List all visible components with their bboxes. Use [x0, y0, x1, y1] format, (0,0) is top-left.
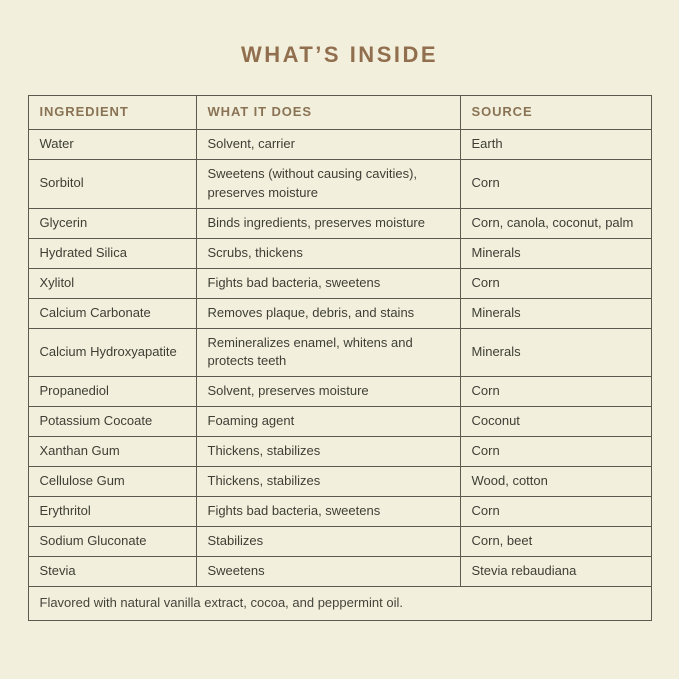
table-row: Calcium Hydroxyapatite Remineralizes enam…: [27, 327, 652, 378]
table-header: INGREDIENT WHAT IT DOES SOURCE: [27, 95, 652, 130]
cell-source: Minerals: [459, 237, 652, 269]
table-row: Cellulose Gum Thickens, stabilizes Wood, c…: [27, 466, 652, 498]
table-row: Xanthan Gum Thickens, stabilizes Corn: [27, 436, 652, 468]
table-row: Water Solvent, carrier Earth: [27, 128, 652, 160]
table-row: Glycerin Binds ingredients, preserves moi…: [27, 207, 652, 239]
page-title: WHAT’S INSIDE: [240, 42, 439, 67]
cell-ingredient: Sorbitol: [27, 158, 197, 209]
cell-source: Wood, cotton: [459, 466, 652, 498]
cell-ingredient: Erythritol: [27, 496, 197, 528]
cell-source: Earth: [459, 128, 652, 160]
column-header-what-it-does: WHAT IT DOES: [195, 95, 461, 130]
cell-source: Corn, beet: [459, 526, 652, 558]
footnote-text: Flavored with natural vanilla extract, c…: [27, 586, 652, 622]
cell-what-it-does: Removes plaque, debris, and stains: [195, 297, 461, 329]
table-row: Propanediol Solvent, preserves moisture Co…: [27, 376, 652, 408]
table-footer: Flavored with natural vanilla extract, c…: [27, 586, 652, 622]
table-row: Stevia Sweetens Stevia rebaudiana: [27, 556, 652, 588]
cell-what-it-does: Thickens, stabilizes: [195, 466, 461, 498]
cell-ingredient: Water: [27, 128, 197, 160]
table-row: Calcium Carbonate Removes plaque, debris,…: [27, 297, 652, 329]
cell-ingredient: Xanthan Gum: [27, 436, 197, 468]
cell-source: Corn: [459, 376, 652, 408]
table-row: Potassium Cocoate Foaming agent Coconut: [27, 406, 652, 438]
cell-ingredient: Glycerin: [27, 207, 197, 239]
cell-ingredient: Propanediol: [27, 376, 197, 408]
cell-ingredient: Potassium Cocoate: [27, 406, 197, 438]
footnote-row: Flavored with natural vanilla extract, c…: [27, 586, 652, 622]
cell-source: Corn, canola, coconut, palm: [459, 207, 652, 239]
cell-what-it-does: Solvent, carrier: [195, 128, 461, 160]
cell-ingredient: Calcium Carbonate: [27, 297, 197, 329]
header-row: INGREDIENT WHAT IT DOES SOURCE: [27, 95, 652, 130]
cell-source: Coconut: [459, 406, 652, 438]
cell-source: Minerals: [459, 327, 652, 378]
cell-source: Corn: [459, 267, 652, 299]
cell-what-it-does: Fights bad bacteria, sweetens: [195, 267, 461, 299]
column-header-ingredient: INGREDIENT: [27, 95, 197, 130]
cell-what-it-does: Foaming agent: [195, 406, 461, 438]
cell-what-it-does: Stabilizes: [195, 526, 461, 558]
table-row: Erythritol Fights bad bacteria, sweetens C…: [27, 496, 652, 528]
cell-ingredient: Sodium Gluconate: [27, 526, 197, 558]
cell-source: Corn: [459, 158, 652, 209]
cell-source: Stevia rebaudiana: [459, 556, 652, 588]
ingredients-table: INGREDIENT WHAT IT DOES SOURCE Water Solv…: [27, 95, 652, 622]
cell-what-it-does: Solvent, preserves moisture: [195, 376, 461, 408]
cell-what-it-does: Sweetens (without causing cavities), pre…: [195, 158, 461, 209]
cell-ingredient: Xylitol: [27, 267, 197, 299]
cell-what-it-does: Sweetens: [195, 556, 461, 588]
table-row: Sorbitol Sweetens (without causing caviti…: [27, 158, 652, 209]
cell-ingredient: Hydrated Silica: [27, 237, 197, 269]
cell-ingredient: Stevia: [27, 556, 197, 588]
table-body: Water Solvent, carrier Earth Sorbitol Sweete…: [27, 128, 652, 588]
cell-ingredient: Cellulose Gum: [27, 466, 197, 498]
table-row: Hydrated Silica Scrubs, thickens Minerals: [27, 237, 652, 269]
cell-what-it-does: Scrubs, thickens: [195, 237, 461, 269]
table-row: Xylitol Fights bad bacteria, sweetens Corn: [27, 267, 652, 299]
cell-source: Corn: [459, 496, 652, 528]
cell-what-it-does: Remineralizes enamel, whitens and protec…: [195, 327, 461, 378]
cell-source: Minerals: [459, 297, 652, 329]
cell-what-it-does: Binds ingredients, preserves moisture: [195, 207, 461, 239]
table-row: Sodium Gluconate Stabilizes Corn, beet: [27, 526, 652, 558]
column-header-source: SOURCE: [459, 95, 652, 130]
cell-source: Corn: [459, 436, 652, 468]
cell-what-it-does: Thickens, stabilizes: [195, 436, 461, 468]
cell-ingredient: Calcium Hydroxyapatite: [27, 327, 197, 378]
cell-what-it-does: Fights bad bacteria, sweetens: [195, 496, 461, 528]
